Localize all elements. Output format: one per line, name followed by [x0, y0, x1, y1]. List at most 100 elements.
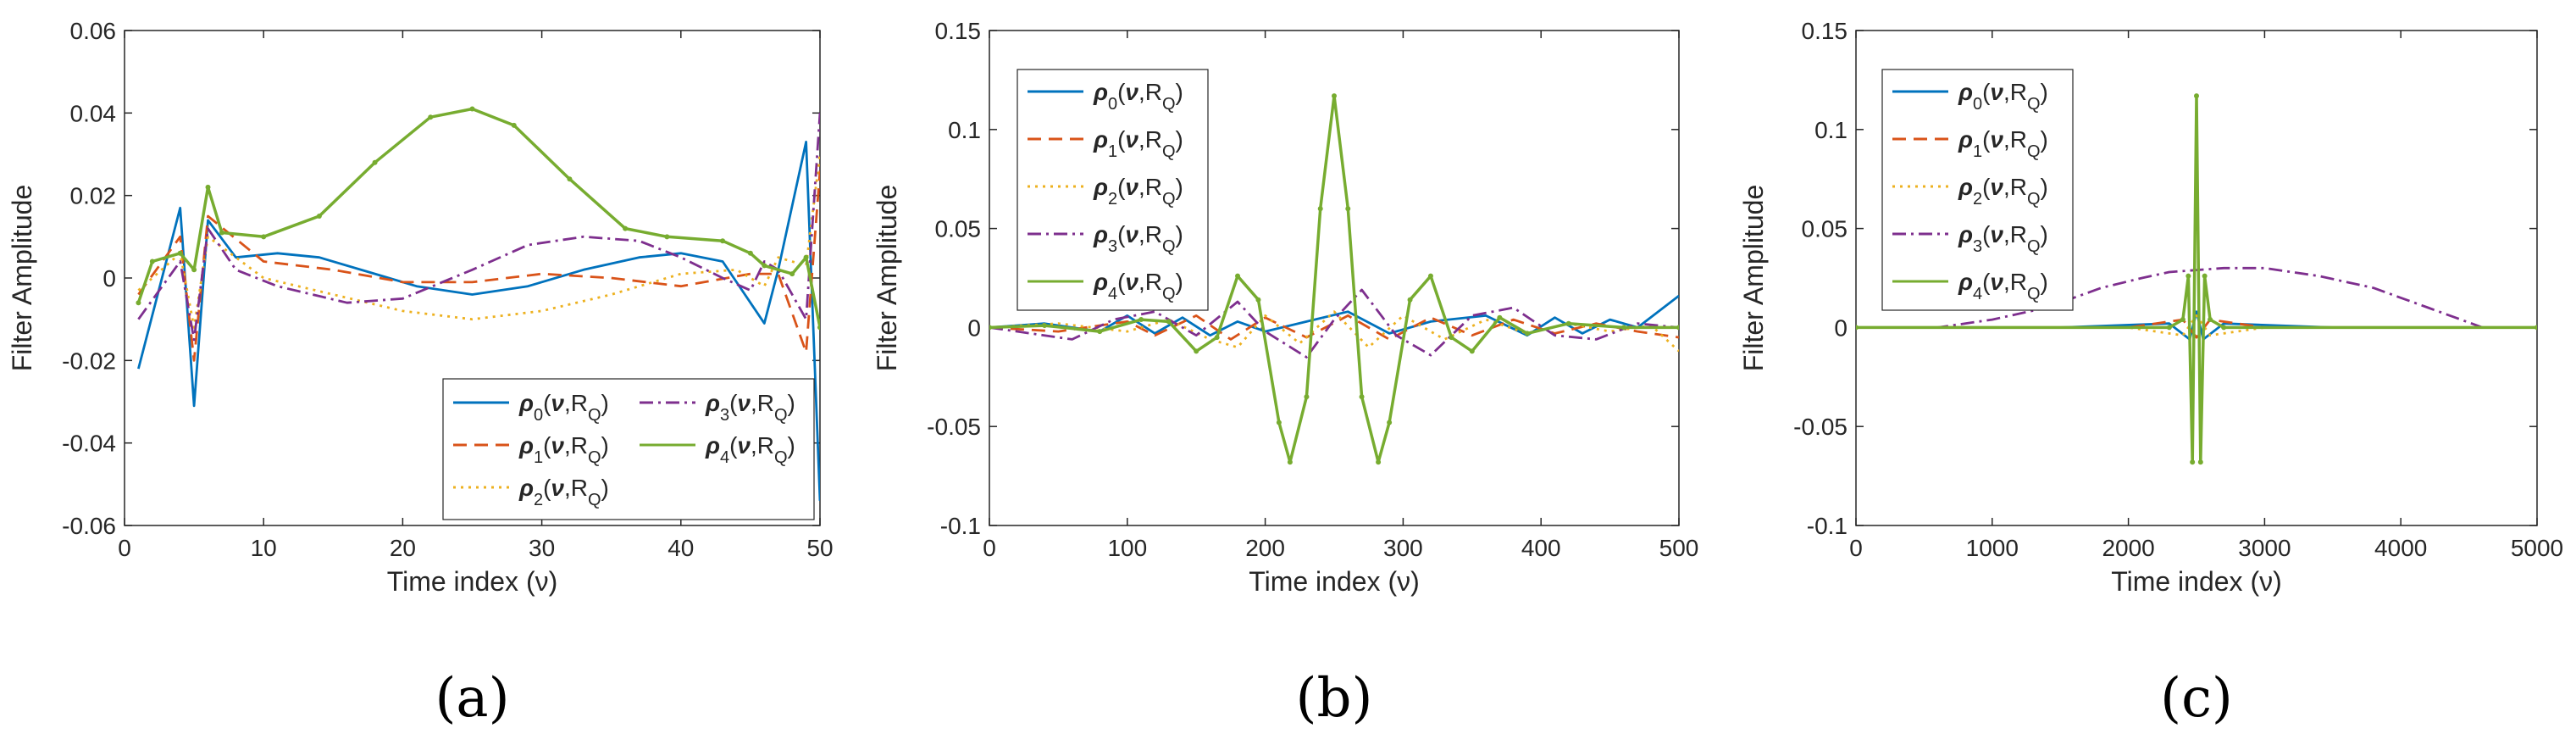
series-point-rho4	[316, 214, 322, 219]
series-point-rho4	[2194, 93, 2199, 99]
series-point-rho4	[2180, 317, 2185, 323]
series-point-rho4	[191, 267, 197, 273]
series-line-rho0	[137, 140, 820, 501]
panel-caption: (a)	[435, 667, 509, 730]
series-point-rho4	[428, 114, 434, 120]
y-tick-label: 0.02	[70, 183, 117, 209]
x-tick-label: 4000	[2374, 535, 2427, 561]
series-point-rho4	[1359, 394, 1365, 400]
x-tick-label: 50	[806, 535, 833, 561]
series-point-rho4	[1097, 329, 1103, 335]
legend-label: ρ2(ν,RQ)	[518, 475, 609, 509]
x-axis-label: Time index (ν)	[2111, 566, 2282, 597]
series-point-rho4	[1427, 273, 1433, 279]
series-point-rho4	[1332, 93, 1337, 99]
x-tick-label: 5000	[2511, 535, 2563, 561]
series-point-rho4	[1276, 420, 1282, 425]
y-tick-label: 0.05	[935, 216, 982, 242]
series-point-rho4	[219, 230, 224, 236]
y-tick-label: 0	[102, 265, 116, 292]
series-point-rho4	[1042, 323, 1048, 329]
series-point-rho4	[177, 250, 183, 256]
series-line-rho1	[137, 170, 820, 362]
series-point-rho4	[1194, 348, 1199, 354]
series-point-rho4	[2202, 273, 2208, 279]
series-point-rho4	[1856, 325, 1859, 331]
series-point-rho4	[817, 325, 820, 331]
legend-label: ρ3(ν,RQ)	[1093, 221, 1183, 256]
series-point-rho4	[1620, 325, 1626, 331]
x-axis-label: Time index (ν)	[1249, 566, 1420, 597]
x-tick-label: 3000	[2238, 535, 2291, 561]
panel-caption: (c)	[2160, 667, 2233, 730]
y-tick-label: -0.05	[927, 414, 981, 440]
series-point-rho4	[136, 300, 141, 306]
series-point-rho4	[469, 106, 475, 112]
series-point-rho4	[747, 250, 753, 256]
x-tick-label: 30	[529, 535, 555, 561]
y-tick-label: 0.1	[1814, 117, 1848, 143]
series-point-rho4	[1166, 319, 1172, 325]
panel-caption: (b)	[1296, 667, 1373, 730]
series-point-rho4	[2166, 325, 2172, 331]
series-point-rho4	[623, 225, 629, 231]
x-tick-label: 100	[1107, 535, 1147, 561]
legend-label: ρ2(ν,RQ)	[1093, 174, 1183, 208]
series-point-rho4	[1255, 297, 1261, 303]
legend-box	[1881, 69, 2074, 311]
series-point-rho4	[2208, 317, 2213, 323]
legend-label: ρ3(ν,RQ)	[1958, 221, 2048, 256]
y-tick-label: -0.06	[62, 513, 116, 539]
series-point-rho4	[1469, 348, 1475, 354]
legend-label: ρ0(ν,RQ)	[518, 390, 609, 425]
legend-label: ρ1(ν,RQ)	[518, 432, 609, 467]
series-point-rho4	[1565, 320, 1571, 326]
legend-label: ρ4(ν,RQ)	[1958, 269, 2048, 303]
x-tick-label: 400	[1521, 535, 1561, 561]
series-point-rho4	[664, 234, 670, 240]
series-point-rho4	[261, 234, 267, 240]
y-tick-label: -0.04	[62, 431, 116, 457]
series-point-rho4	[1287, 459, 1293, 465]
series-point-rho4	[789, 271, 795, 277]
y-tick-label: -0.1	[940, 513, 981, 539]
series-point-rho4	[1449, 335, 1454, 341]
legend-label: ρ3(ν,RQ)	[705, 390, 795, 425]
y-tick-label: -0.05	[1793, 414, 1848, 440]
y-axis-label: Filter Amplitude	[1738, 185, 1769, 372]
y-tick-label: 0	[967, 314, 981, 341]
series-point-rho4	[205, 184, 211, 190]
series-line-rho0	[989, 294, 1679, 337]
chart-panel-c: 0 1000 2000 3000 4000 5000 -0.1 -0.05 0 0.05 0.1 0.…	[1738, 18, 2563, 730]
series-point-rho4	[1524, 331, 1530, 336]
series-point-rho4	[1235, 273, 1241, 279]
series-point-rho4	[1304, 394, 1310, 400]
series-point-rho4	[1676, 325, 1679, 331]
legend-label: ρ1(ν,RQ)	[1958, 126, 2048, 161]
legend-box	[1017, 69, 1209, 311]
series-point-rho4	[803, 254, 809, 260]
y-tick-label: 0	[1834, 314, 1848, 341]
x-tick-label: 2000	[2102, 535, 2154, 561]
y-axis-label: Filter Amplitude	[7, 185, 37, 372]
x-tick-label: 200	[1245, 535, 1285, 561]
series-point-rho4	[989, 325, 992, 331]
y-tick-label: 0.1	[948, 117, 981, 143]
series-point-rho4	[1497, 314, 1503, 320]
legend-label: ρ4(ν,RQ)	[1093, 269, 1183, 303]
y-tick-label: 0.15	[1802, 18, 1848, 44]
x-axis-label: Time index (ν)	[387, 566, 558, 597]
x-tick-label: 0	[118, 535, 131, 561]
legend-label: ρ0(ν,RQ)	[1093, 79, 1183, 114]
chart-panel-a: 0 10 20 30 40 50 -0.06 -0.04 -0.02 0 0.02 0.04 0.06 T…	[7, 18, 834, 730]
series-point-rho4	[762, 263, 767, 269]
series-point-rho4	[149, 259, 155, 264]
series-point-rho4	[1376, 459, 1382, 465]
legend-label: ρ2(ν,RQ)	[1958, 174, 2048, 208]
y-tick-label: 0.06	[70, 18, 117, 44]
series-point-rho4	[567, 176, 573, 182]
y-tick-label: 0.15	[935, 18, 982, 44]
legend-label: ρ1(ν,RQ)	[1093, 126, 1183, 161]
series-point-rho4	[2221, 325, 2227, 331]
